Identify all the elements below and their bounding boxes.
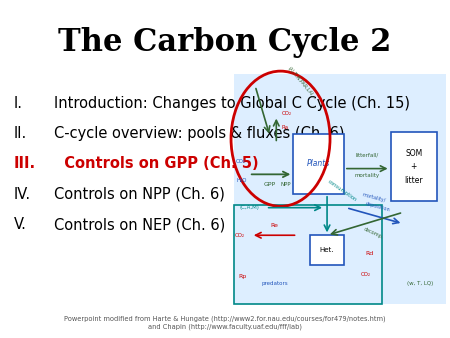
Text: (C,A,M): (C,A,M) <box>239 205 259 210</box>
Text: mortality/: mortality/ <box>361 192 386 203</box>
Bar <box>234 206 382 304</box>
Text: C-cycle overview: pools & fluxes (Ch. 6): C-cycle overview: pools & fluxes (Ch. 6) <box>54 126 345 141</box>
Text: litter: litter <box>405 175 423 185</box>
Text: The Carbon Cycle 2: The Carbon Cycle 2 <box>58 27 392 58</box>
Text: mortality: mortality <box>355 173 380 178</box>
Text: GPP: GPP <box>264 183 276 187</box>
Text: IV.: IV. <box>14 187 31 202</box>
Text: CO₂: CO₂ <box>361 272 371 277</box>
Text: Powerpoint modified from Harte & Hungate (http://www2.for.nau.edu/courses/for479: Powerpoint modified from Harte & Hungate… <box>64 316 386 330</box>
Bar <box>293 134 344 194</box>
Bar <box>310 235 344 265</box>
Text: V.: V. <box>14 217 27 232</box>
Text: II.: II. <box>14 126 27 141</box>
Text: CO₂: CO₂ <box>236 159 246 164</box>
Bar <box>234 74 446 304</box>
Text: Controls on NPP (Ch. 6): Controls on NPP (Ch. 6) <box>54 187 225 202</box>
Text: III.: III. <box>14 156 36 171</box>
Text: Re: Re <box>270 223 278 228</box>
Text: CO₂: CO₂ <box>234 233 245 238</box>
Text: I.: I. <box>14 96 22 111</box>
Text: (w, T, LQ): (w, T, LQ) <box>407 281 434 286</box>
Text: SOM: SOM <box>405 149 423 158</box>
Bar <box>391 132 437 201</box>
Text: +: + <box>410 162 417 171</box>
Text: NPP: NPP <box>280 183 291 187</box>
Text: consumption: consumption <box>327 179 358 203</box>
Text: Controls on NEP (Ch. 6): Controls on NEP (Ch. 6) <box>54 217 225 232</box>
Text: CO₂: CO₂ <box>282 111 292 116</box>
Text: Rd: Rd <box>365 251 374 256</box>
Text: Controls on GPP (Ch. 5): Controls on GPP (Ch. 5) <box>54 156 259 171</box>
Text: Plants: Plants <box>307 160 330 169</box>
Text: litterfall/: litterfall/ <box>356 152 379 157</box>
Text: Introduction: Changes to Global C Cycle (Ch. 15): Introduction: Changes to Global C Cycle … <box>54 96 410 111</box>
Text: H₂O: H₂O <box>236 177 247 183</box>
Text: deposition: deposition <box>365 201 391 212</box>
Text: Rp: Rp <box>238 274 247 279</box>
Text: Het.: Het. <box>320 247 334 253</box>
Text: Ra: Ra <box>282 125 289 130</box>
Text: decomp.: decomp. <box>363 226 384 240</box>
Text: predators: predators <box>261 281 288 286</box>
Text: (λ),T,N,PAR,LAI...: (λ),T,N,PAR,LAI... <box>287 66 317 101</box>
